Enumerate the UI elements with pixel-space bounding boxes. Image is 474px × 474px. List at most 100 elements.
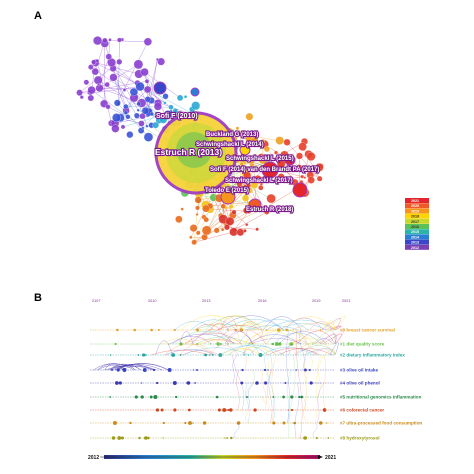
network-node[interactable]	[116, 58, 123, 65]
timeline-node[interactable]	[116, 328, 119, 332]
timeline-node[interactable]	[162, 421, 165, 425]
network-node[interactable]	[112, 113, 121, 123]
timeline-node[interactable]	[114, 342, 117, 346]
network-node[interactable]	[236, 181, 243, 188]
network-node[interactable]	[246, 183, 251, 188]
network-node[interactable]	[153, 102, 162, 111]
timeline-node[interactable]	[216, 342, 220, 346]
timeline-node[interactable]	[113, 421, 117, 425]
timeline-node[interactable]	[196, 369, 198, 371]
network-node[interactable]	[123, 103, 129, 110]
network-node[interactable]	[144, 79, 150, 84]
network-node[interactable]	[220, 203, 226, 209]
network-node[interactable]	[258, 185, 264, 191]
timeline-node[interactable]	[150, 396, 152, 398]
network-node[interactable]	[136, 108, 140, 112]
network-node[interactable]	[260, 139, 265, 144]
network-node[interactable]	[195, 205, 200, 211]
timeline-node[interactable]	[140, 382, 143, 384]
network-node[interactable]	[183, 95, 188, 99]
timeline-node[interactable]	[217, 408, 221, 412]
network-node[interactable]	[143, 37, 152, 46]
timeline-node[interactable]	[109, 354, 112, 356]
network-node[interactable]	[154, 111, 158, 115]
network-node-major[interactable]	[220, 189, 236, 205]
network-node[interactable]	[237, 129, 241, 133]
network-node[interactable]	[135, 81, 145, 92]
timeline-node[interactable]	[155, 408, 160, 412]
network-node[interactable]	[191, 239, 197, 246]
cluster-label[interactable]: #0 breast cancer survival	[340, 328, 395, 333]
timeline-node[interactable]	[227, 343, 229, 345]
timeline-node[interactable]	[172, 381, 177, 385]
network-node[interactable]	[144, 96, 151, 103]
network-node[interactable]	[91, 59, 97, 65]
timeline-node[interactable]	[157, 329, 160, 331]
paper-label-estruch-2018[interactable]: Estruch R (2018)	[245, 206, 295, 214]
timeline-node[interactable]	[322, 408, 327, 412]
cluster-label[interactable]: #4 olive oil phenol	[340, 381, 380, 386]
timeline-node[interactable]	[194, 382, 196, 384]
network-node[interactable]	[138, 120, 145, 127]
timeline-node[interactable]	[211, 354, 214, 356]
timeline-node[interactable]	[215, 395, 219, 399]
network-node[interactable]	[264, 209, 270, 215]
timeline-node[interactable]	[147, 436, 150, 440]
network-node[interactable]	[172, 108, 179, 114]
network-node[interactable]	[225, 183, 230, 188]
network-node[interactable]	[202, 204, 210, 213]
network-node[interactable]	[234, 166, 240, 171]
network-node[interactable]	[235, 126, 240, 131]
network-node-major[interactable]	[261, 161, 279, 179]
network-node[interactable]	[224, 224, 230, 231]
timeline-node[interactable]	[142, 368, 147, 372]
network-node[interactable]	[194, 196, 202, 204]
timeline-node[interactable]	[114, 381, 119, 385]
network-node[interactable]	[220, 227, 225, 232]
network-node[interactable]	[266, 193, 276, 204]
timeline-node[interactable]	[174, 395, 178, 399]
network-node[interactable]	[250, 136, 259, 145]
timeline-node[interactable]	[227, 408, 230, 412]
network-node[interactable]	[225, 216, 235, 226]
timeline-node[interactable]	[137, 354, 140, 356]
network-node[interactable]	[120, 124, 126, 130]
paper-label-schwingshackl-2017[interactable]: Schwingshackl L (2017)	[224, 177, 294, 185]
network-node-major[interactable]	[153, 81, 167, 95]
network-node[interactable]	[111, 124, 120, 133]
network-node[interactable]	[113, 99, 121, 107]
network-node[interactable]	[242, 229, 247, 233]
network-node[interactable]	[140, 68, 149, 77]
network-node[interactable]	[307, 176, 315, 184]
network-node[interactable]	[107, 58, 116, 67]
network-node[interactable]	[298, 142, 307, 152]
network-node[interactable]	[277, 173, 285, 181]
paper-label-schwingshackl-2014[interactable]: Schwingshackl L (2014)	[195, 141, 265, 149]
timeline-node[interactable]	[312, 343, 314, 345]
network-node[interactable]	[245, 112, 254, 121]
network-node[interactable]	[262, 206, 267, 211]
timeline-node[interactable]	[109, 396, 112, 398]
network-node[interactable]	[276, 159, 286, 168]
timeline-node[interactable]	[171, 353, 176, 357]
network-node[interactable]	[105, 104, 111, 110]
timeline-node[interactable]	[303, 436, 308, 440]
timeline-node[interactable]	[274, 342, 279, 346]
network-node[interactable]	[102, 37, 108, 44]
timeline-node[interactable]	[243, 354, 246, 356]
timeline-node[interactable]	[290, 408, 294, 412]
timeline-node[interactable]	[184, 421, 187, 425]
network-node[interactable]	[105, 53, 112, 60]
timeline-node[interactable]	[284, 381, 287, 385]
network-node[interactable]	[122, 88, 127, 92]
network-node[interactable]	[195, 212, 199, 216]
timeline-node[interactable]	[153, 395, 158, 399]
timeline-node[interactable]	[133, 328, 136, 332]
network-node[interactable]	[149, 111, 154, 116]
network-node[interactable]	[229, 227, 238, 237]
timeline-node[interactable]	[192, 422, 194, 424]
timeline-node[interactable]	[111, 436, 116, 440]
network-node[interactable]	[109, 73, 118, 82]
network-node[interactable]	[87, 85, 96, 95]
network-node[interactable]	[97, 83, 100, 86]
